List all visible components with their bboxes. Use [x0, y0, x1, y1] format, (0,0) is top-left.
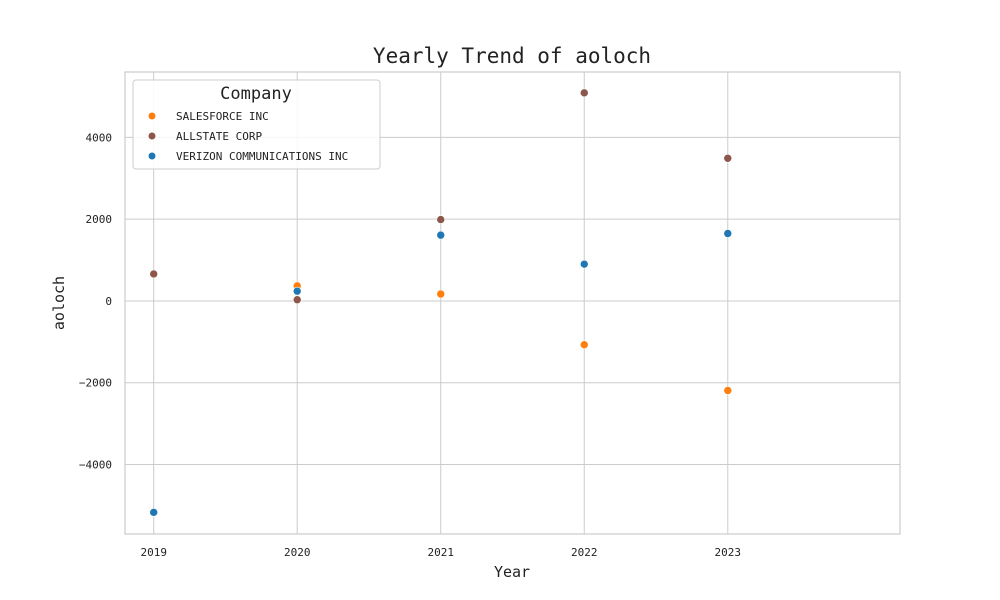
y-tick-label: 0 — [105, 295, 112, 308]
data-point — [579, 88, 589, 98]
data-point — [436, 289, 446, 299]
data-point — [579, 340, 589, 350]
plot-frame — [124, 71, 901, 535]
x-tick-label: 2020 — [284, 546, 311, 559]
data-point — [723, 153, 733, 163]
y-tick-label: −4000 — [79, 458, 112, 471]
data-point — [723, 386, 733, 395]
x-tick-label: 2022 — [571, 546, 598, 559]
x-tick-label: 2023 — [715, 546, 742, 559]
legend-label: ALLSTATE CORP — [176, 130, 262, 143]
legend-label: VERIZON COMMUNICATIONS INC — [176, 150, 348, 163]
data-point — [436, 230, 446, 240]
x-axis-label: Year — [494, 563, 530, 581]
data-point — [149, 508, 159, 517]
y-tick-label: 2000 — [86, 213, 113, 226]
x-axis-ticks: 2019 2020 2021 2022 2023 — [140, 546, 741, 559]
x-tick-label: 2021 — [427, 546, 454, 559]
data-point — [292, 286, 302, 296]
legend: Company SALESFORCE INC ALLSTATE CORP VERIZ… — [132, 79, 381, 170]
data-point — [149, 269, 159, 279]
chart-title: Yearly Trend of aoloch — [373, 44, 651, 68]
legend-title: Company — [220, 84, 292, 104]
data-point — [436, 215, 446, 224]
y-axis-label: aoloch — [50, 276, 68, 330]
y-tick-label: 4000 — [86, 131, 113, 144]
legend-marker — [148, 152, 156, 160]
legend-box — [132, 79, 381, 170]
legend-items: SALESFORCE INC ALLSTATE CORP VERIZON COMMU… — [148, 110, 348, 163]
data-point — [723, 229, 733, 238]
legend-label: SALESFORCE INC — [176, 110, 269, 123]
data-point — [292, 295, 302, 305]
data-point — [579, 259, 589, 269]
x-tick-label: 2019 — [140, 546, 167, 559]
data-points — [149, 88, 733, 517]
legend-marker — [148, 112, 156, 120]
y-axis-ticks: −4000 −2000 0 2000 4000 — [79, 131, 112, 471]
y-tick-label: −2000 — [79, 377, 112, 390]
legend-marker — [148, 132, 156, 140]
